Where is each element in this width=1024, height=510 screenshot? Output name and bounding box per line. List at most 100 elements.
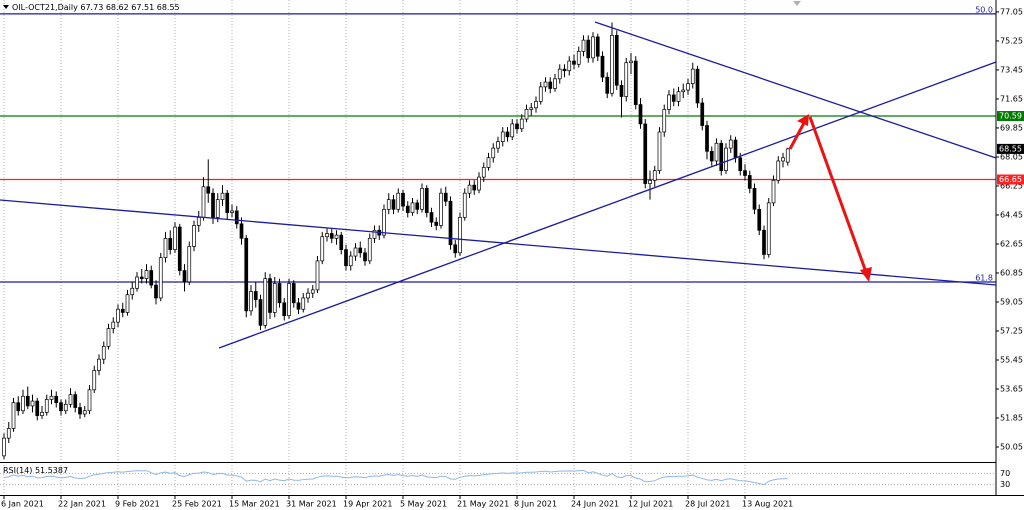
candle-body [196,217,201,226]
trendline [218,61,997,349]
candle-body [519,118,524,130]
candle-body [348,255,353,267]
candle-body [310,289,315,294]
candle-body [762,229,766,255]
candle-body [481,167,486,178]
candle-body [605,76,610,94]
arrowhead [797,114,809,126]
candle-body [467,184,472,194]
rsi-tick-label: 30 [1000,480,1010,489]
candle-body [420,188,424,210]
candles [2,22,790,460]
candle-body [87,389,92,412]
candle-body [135,276,139,289]
candle-body [405,205,410,213]
candle-body [534,101,538,109]
candle-body [434,221,439,226]
candle-body [30,400,35,407]
candle-body [154,284,158,299]
candle-body [73,394,78,408]
trendline [594,21,997,159]
candle-body [306,292,310,299]
candle-body [6,428,11,439]
y-tick-label: 75.25 [1000,36,1023,45]
candle-body [168,237,173,250]
candle-body [282,302,287,317]
candle-body [619,84,624,97]
candle-body [629,60,633,64]
axes: 77.05 75.25 73.45 71.65 69.85 68.05 66.25 64.45… [0,7,1024,509]
candle-body [510,123,515,138]
candle-body [244,237,249,312]
arrowhead [860,267,872,282]
candle-body [344,249,348,267]
candle-body [325,233,329,238]
candle-body [401,192,405,207]
candle-body [548,81,553,89]
candle-body [747,175,752,189]
candle-body [410,202,415,213]
x-tick-label: 24 Jun 2021 [571,500,619,509]
candle-body [78,407,82,415]
candle-body [643,123,648,184]
candle-body [553,78,557,89]
y-tick-label: 62.65 [1000,239,1023,248]
close: 68.55 [157,3,180,12]
y-tick-label: 64.45 [1000,210,1023,219]
candle-body [709,150,714,162]
candle-body [752,188,757,210]
trendline [0,199,997,286]
candle-body [320,236,325,262]
candle-body [690,68,695,84]
x-tick-label: 21 May 2021 [457,500,509,509]
candle-body [581,39,586,52]
candle-body [63,403,68,412]
candle-body [686,83,690,91]
candle-body [358,247,363,254]
candle-body [652,170,657,181]
y-tick-label: 69.85 [1000,123,1023,132]
candle-body [101,345,106,360]
candle-body [106,328,111,347]
candle-body [524,109,529,120]
y-tick-label: 59.05 [1000,297,1023,306]
open: 67.73 [80,3,103,12]
level-label: 70.59 [999,112,1022,121]
candle-body [391,199,396,210]
candle-body [415,202,420,210]
candle-body [700,102,705,126]
candle-body [633,60,638,105]
candle-body [173,226,177,250]
candle-body [334,234,339,239]
candle-body [676,91,681,102]
candle-body [491,147,496,159]
candle-body [16,402,21,412]
candle-body [49,395,54,400]
candle-body [2,437,6,457]
candle-body [187,246,192,283]
candle-body [733,139,738,159]
candle-body [130,287,135,296]
candle-body [116,308,120,323]
shift-marker [793,1,801,6]
candle-body [44,399,49,413]
candle-body [382,208,386,236]
candle-body [120,308,125,313]
x-tick-label: 5 May 2021 [400,500,447,509]
arrow [808,116,868,273]
candle-body [567,60,572,72]
rsi-tick-label: 70 [1000,469,1010,478]
candle-body [92,370,97,391]
candle-body [11,402,16,429]
candle-body [695,68,700,104]
level-label-box [997,174,1024,185]
candle-body [68,394,73,405]
y-tick-label: 71.65 [1000,94,1023,103]
candle-body [648,179,652,184]
arrow [788,122,806,150]
y-tick-label: 57.25 [1000,326,1023,335]
high: 68.62 [106,3,129,12]
candle-body [263,278,268,326]
